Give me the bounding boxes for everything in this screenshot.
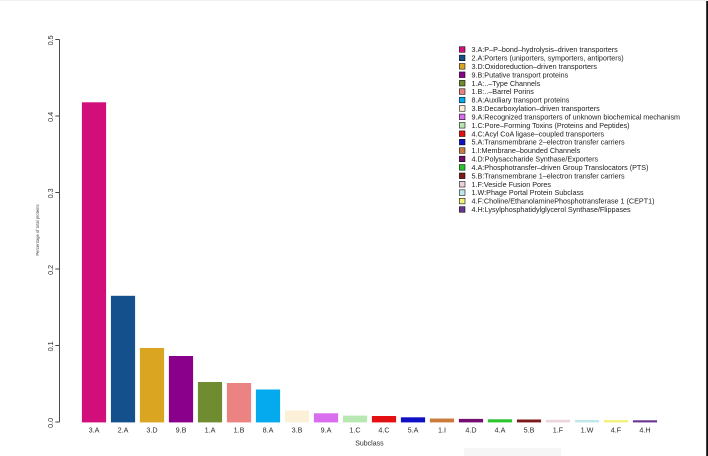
svg-text:8.A: 8.A: [263, 425, 274, 434]
svg-text:1.A:..–Type Channels: 1.A:..–Type Channels: [472, 79, 541, 88]
svg-text:1.C:Pore–Forming Toxins (Prote: 1.C:Pore–Forming Toxins (Proteins and Pe…: [472, 121, 630, 130]
svg-text:3.D:Oxidoreduction–driven tran: 3.D:Oxidoreduction–driven transporters: [472, 62, 598, 71]
svg-text:4.A:Phosphotransfer–driven Gro: 4.A:Phosphotransfer–driven Group Translo…: [472, 163, 649, 172]
svg-text:Percentage of total proteins: Percentage of total proteins: [35, 204, 40, 255]
svg-text:4.D: 4.D: [465, 425, 476, 434]
svg-text:4.D:Polysaccharide Synthase/Ex: 4.D:Polysaccharide Synthase/Exporters: [472, 155, 599, 164]
svg-text:0.1: 0.1: [46, 341, 55, 351]
svg-text:1.W:Phage Portal Protein Subcl: 1.W:Phage Portal Protein Subclass: [472, 188, 585, 197]
svg-text:2.A: 2.A: [118, 425, 129, 434]
svg-text:5.B:Transmembrane 1–electron t: 5.B:Transmembrane 1–electron transfer ca…: [472, 171, 626, 180]
svg-text:3.B:Decarboxylation–driven tra: 3.B:Decarboxylation–driven transporters: [472, 104, 601, 113]
svg-text:8.A:Auxiliary transport protei: 8.A:Auxiliary transport proteins: [472, 96, 570, 105]
svg-text:9.B: 9.B: [176, 425, 187, 434]
svg-text:3.A:P–P–bond–hydrolysis–driven: 3.A:P–P–bond–hydrolysis–driven transport…: [472, 45, 619, 54]
svg-text:1.F: 1.F: [553, 425, 564, 434]
svg-text:4.F: 4.F: [611, 425, 622, 434]
svg-text:9.A: 9.A: [321, 425, 332, 434]
svg-text:5.A: 5.A: [408, 425, 419, 434]
svg-text:4.H: 4.H: [639, 425, 650, 434]
svg-text:0.4: 0.4: [46, 112, 55, 122]
svg-text:1.A: 1.A: [205, 425, 216, 434]
svg-text:1.W: 1.W: [581, 425, 594, 434]
svg-text:1.I: 1.I: [438, 425, 446, 434]
svg-text:5.A:Transmembrane 2–electron t: 5.A:Transmembrane 2–electron transfer ca…: [472, 138, 626, 147]
svg-text:1.I:Membrane–bounded Channels: 1.I:Membrane–bounded Channels: [472, 146, 581, 155]
svg-text:1.B:..–Barrel Porins: 1.B:..–Barrel Porins: [472, 87, 535, 96]
svg-text:Subclass: Subclass: [355, 441, 384, 448]
svg-text:4.F:Choline/EthanolaminePhosph: 4.F:Choline/EthanolaminePhosphotransfera…: [472, 197, 655, 206]
svg-text:0.0: 0.0: [46, 418, 55, 428]
svg-text:2.A:Porters (uniporters, sympo: 2.A:Porters (uniporters, symporters, ant…: [472, 54, 624, 63]
svg-text:1.F:Vesicle Fusion Pores: 1.F:Vesicle Fusion Pores: [472, 180, 552, 189]
svg-text:3.B: 3.B: [292, 425, 303, 434]
svg-text:9.B:Putative transport protein: 9.B:Putative transport proteins: [472, 70, 569, 79]
svg-text:4.C:Acyl CoA ligase–coupled tr: 4.C:Acyl CoA ligase–coupled transporters: [472, 129, 605, 138]
svg-text:1.B: 1.B: [234, 425, 245, 434]
svg-text:0.3: 0.3: [46, 188, 55, 198]
svg-text:5.B: 5.B: [524, 425, 535, 434]
svg-text:4.C: 4.C: [378, 425, 389, 434]
svg-text:3.A: 3.A: [89, 425, 100, 434]
svg-text:9.A:Recognized transporters of: 9.A:Recognized transporters of unknown b…: [472, 112, 681, 121]
svg-text:1.C: 1.C: [349, 425, 360, 434]
svg-text:4.A: 4.A: [495, 425, 506, 434]
svg-text:0.2: 0.2: [46, 265, 55, 275]
svg-text:4.H:Lysylphosphatidylglycerol: 4.H:Lysylphosphatidylglycerol Synthase/F…: [472, 205, 632, 214]
svg-text:3.D: 3.D: [146, 425, 157, 434]
svg-text:0.5: 0.5: [46, 35, 55, 45]
